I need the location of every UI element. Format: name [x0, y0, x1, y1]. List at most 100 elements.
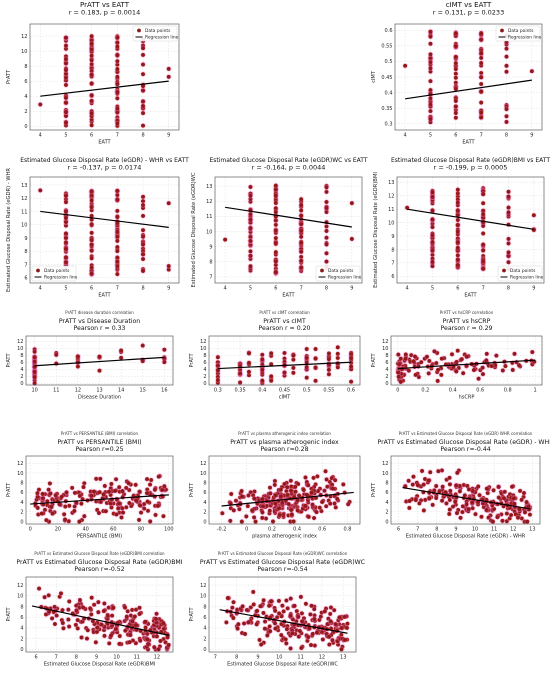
data-point — [478, 368, 483, 373]
data-point — [115, 259, 120, 264]
plot-frame — [208, 576, 357, 653]
data-point — [63, 35, 69, 40]
data-point — [417, 501, 422, 506]
chart-prATT-vs-plasma-atherogenic-index: PrATT vs plasma atherogenic index correl… — [189, 431, 361, 540]
data-point — [120, 510, 126, 515]
data-point — [306, 483, 311, 488]
data-point — [240, 604, 245, 609]
data-point — [235, 626, 240, 631]
x-tick-label: 8 — [141, 133, 144, 139]
data-point — [229, 491, 234, 497]
data-point — [133, 641, 138, 646]
data-point — [288, 478, 293, 483]
data-point — [309, 490, 314, 495]
data-point — [75, 354, 80, 359]
data-point — [290, 617, 295, 622]
data-point — [140, 213, 146, 218]
data-point — [494, 353, 499, 358]
data-point — [81, 605, 86, 610]
data-point — [48, 491, 53, 496]
data-point — [140, 52, 146, 57]
y-tick-label: 6 — [391, 274, 394, 280]
data-point — [63, 75, 69, 80]
y-tick-label: 12 — [17, 461, 23, 467]
legend-label-points: Data points — [44, 268, 70, 274]
data-point — [495, 515, 500, 520]
data-point — [419, 498, 424, 503]
data-point — [322, 488, 327, 493]
data-point — [261, 598, 266, 603]
data-point — [315, 489, 321, 494]
data-point — [323, 469, 328, 474]
data-point — [428, 52, 433, 57]
data-point — [73, 622, 78, 627]
data-point — [420, 468, 425, 473]
data-point — [251, 602, 256, 607]
data-point — [107, 641, 112, 646]
x-tick-label: 6 — [274, 286, 277, 292]
y-tick-label: 10 — [200, 346, 206, 352]
x-tick-label: 9 — [256, 655, 259, 661]
data-point — [413, 372, 418, 377]
data-point — [428, 96, 433, 101]
data-point — [89, 271, 94, 276]
data-point — [430, 217, 435, 222]
y-tick-label: 0.55 — [381, 44, 392, 50]
data-point — [143, 619, 148, 624]
data-point — [63, 219, 69, 225]
data-point — [455, 245, 460, 250]
data-point — [324, 228, 329, 234]
data-point — [155, 503, 160, 508]
data-point — [326, 616, 331, 621]
data-point — [506, 241, 511, 246]
y-tick-label: 10 — [200, 471, 206, 477]
y-axis-label: PrATT — [189, 353, 195, 368]
data-point — [530, 350, 535, 355]
data-point — [254, 622, 259, 627]
data-point — [513, 512, 518, 517]
data-point — [339, 625, 344, 631]
data-point — [97, 354, 102, 359]
data-point — [521, 494, 526, 499]
data-point — [515, 515, 521, 520]
data-point — [103, 509, 108, 514]
x-tick-label: 9 — [530, 133, 533, 139]
data-point — [484, 351, 489, 356]
data-point — [102, 483, 107, 489]
data-point — [126, 481, 131, 486]
data-point — [430, 264, 435, 269]
plot-area — [30, 177, 179, 283]
data-point — [349, 355, 354, 361]
data-point — [522, 510, 527, 515]
data-point — [479, 31, 484, 36]
data-point — [349, 364, 354, 369]
data-point — [309, 603, 314, 608]
regression-line — [219, 609, 348, 634]
y-tick-label: 6 — [385, 490, 388, 496]
data-point — [46, 487, 51, 492]
y-tick-label: 0.4 — [385, 90, 393, 96]
data-point — [456, 365, 461, 371]
data-point — [504, 119, 509, 124]
data-point — [470, 500, 475, 505]
x-tick-label: 9 — [532, 286, 535, 292]
data-point — [89, 81, 94, 86]
data-point — [279, 614, 284, 619]
x-tick-label: 8 — [235, 655, 238, 661]
chart-supertitle: PrATT vs Estimated Glucose Disposal Rate… — [399, 431, 533, 436]
data-point — [453, 104, 458, 109]
data-point — [127, 640, 132, 645]
data-point — [158, 638, 163, 644]
data-point — [156, 647, 161, 652]
data-point — [310, 502, 315, 507]
chart-subtitle: Pearson r=-0.44 — [440, 446, 490, 453]
data-point — [473, 512, 478, 517]
data-point — [432, 488, 437, 493]
data-point — [75, 364, 80, 369]
data-point — [524, 499, 529, 505]
data-point — [328, 619, 333, 624]
data-point — [519, 516, 524, 521]
data-point — [110, 613, 115, 618]
